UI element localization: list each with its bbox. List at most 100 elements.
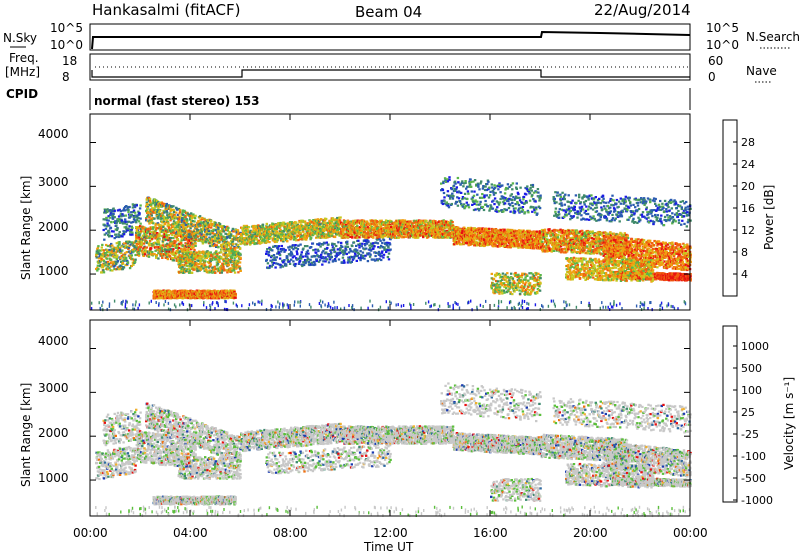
- nsearch-right-tick-bottom: 10^0: [706, 38, 739, 52]
- range-cell: [369, 254, 371, 256]
- range-cell: [139, 218, 141, 220]
- range-cell: [312, 249, 314, 251]
- range-cell: [268, 231, 270, 233]
- range-cell: [319, 259, 321, 261]
- range-cell: [317, 250, 319, 252]
- range-cell: [383, 239, 385, 241]
- range-cell: [388, 253, 390, 255]
- range-cell: [192, 266, 194, 268]
- range-cell: [368, 244, 370, 246]
- range-cell: [194, 242, 196, 244]
- range-cell: [210, 227, 212, 229]
- range-cell: [219, 230, 221, 232]
- range-cell: [342, 257, 344, 259]
- range-cell: [101, 246, 103, 248]
- range-cell: [115, 236, 117, 238]
- range-cell: [215, 251, 217, 253]
- range-cell: [388, 258, 390, 260]
- range-cell: [122, 215, 124, 217]
- range-cell: [267, 262, 269, 264]
- range-cell: [161, 217, 163, 219]
- range-cell: [323, 242, 325, 244]
- range-cell: [197, 235, 199, 237]
- range-cell: [214, 266, 216, 268]
- range-cell: [227, 227, 229, 229]
- range-cell: [132, 264, 134, 266]
- range-cell: [347, 246, 349, 248]
- range-cell: [274, 266, 276, 268]
- range-cell: [135, 221, 137, 223]
- range-cell: [268, 254, 270, 256]
- range-cell: [185, 224, 187, 226]
- range-cell: [222, 266, 224, 268]
- range-cell: [194, 217, 196, 219]
- range-cell: [322, 250, 324, 252]
- freq-trace: [92, 70, 690, 77]
- range-cell: [208, 226, 210, 228]
- range-cell: [239, 261, 241, 263]
- range-cell: [351, 261, 353, 263]
- range-cell: [102, 269, 104, 271]
- range-cell: [296, 253, 298, 255]
- range-cell: [331, 249, 333, 251]
- range-cell: [106, 208, 108, 210]
- range-cell: [108, 251, 110, 253]
- range-cell: [108, 232, 110, 234]
- range-cell: [205, 266, 207, 268]
- range-cell: [307, 253, 309, 255]
- range-cell: [180, 242, 182, 244]
- range-cell: [158, 234, 160, 236]
- range-cell: [137, 217, 139, 219]
- range-cell: [357, 240, 359, 242]
- range-cell: [383, 254, 385, 256]
- range-cell: [235, 235, 237, 237]
- range-cell: [379, 240, 381, 242]
- range-cell: [151, 214, 153, 216]
- range-cell: [266, 248, 268, 250]
- range-cell: [169, 255, 171, 257]
- range-cell: [314, 255, 316, 257]
- range-cell: [369, 256, 371, 258]
- range-cell: [146, 203, 148, 205]
- range-cell: [306, 255, 308, 257]
- range-cell: [191, 264, 193, 266]
- range-cell: [276, 256, 278, 258]
- range-cell: [106, 258, 108, 260]
- range-cell: [353, 241, 355, 243]
- range-cell: [191, 259, 193, 261]
- range-cell: [217, 246, 219, 248]
- range-cell: [324, 229, 326, 231]
- range-cell: [210, 220, 212, 222]
- range-cell: [127, 228, 129, 230]
- range-cell: [127, 262, 129, 264]
- range-cell: [279, 254, 281, 256]
- range-cell: [138, 253, 140, 255]
- range-cell: [196, 226, 198, 228]
- range-cell: [172, 229, 174, 231]
- range-cell: [358, 236, 360, 238]
- range-cell: [314, 249, 316, 251]
- range-cell: [184, 255, 186, 257]
- range-cell: [203, 234, 205, 236]
- range-cell: [115, 234, 117, 236]
- range-cell: [291, 254, 293, 256]
- range-cell: [326, 242, 328, 244]
- range-cell: [125, 257, 127, 259]
- range-cell: [147, 207, 149, 209]
- range-cell: [329, 258, 331, 260]
- range-cell: [214, 236, 216, 238]
- range-cell: [319, 223, 321, 225]
- range-cell: [116, 228, 118, 230]
- range-cell: [312, 242, 314, 244]
- range-cell: [318, 242, 320, 244]
- range-cell: [328, 261, 330, 263]
- range-cell: [109, 217, 111, 219]
- range-cell: [386, 243, 388, 245]
- range-cell: [118, 243, 120, 245]
- range-cell: [136, 230, 138, 232]
- range-cell: [107, 245, 109, 247]
- range-cell: [362, 252, 364, 254]
- range-cell: [331, 222, 333, 224]
- range-cell: [277, 248, 279, 250]
- range-cell: [179, 250, 181, 252]
